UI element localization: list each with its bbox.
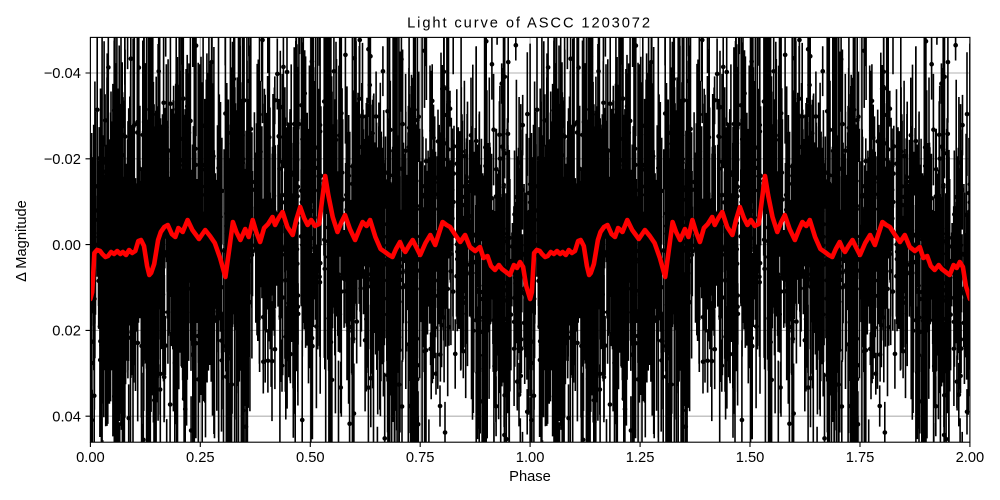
svg-text:0.04: 0.04 — [52, 409, 81, 425]
svg-text:0.02: 0.02 — [52, 324, 81, 340]
svg-text:1.50: 1.50 — [736, 450, 765, 466]
svg-text:0.00: 0.00 — [52, 238, 81, 254]
svg-text:0.50: 0.50 — [296, 450, 325, 466]
svg-text:0.25: 0.25 — [186, 450, 215, 466]
svg-text:Phase: Phase — [509, 469, 551, 485]
svg-text:−0.02: −0.02 — [44, 152, 81, 168]
svg-text:1.00: 1.00 — [516, 450, 545, 466]
svg-text:−0.04: −0.04 — [44, 66, 81, 82]
svg-text:1.25: 1.25 — [626, 450, 655, 466]
svg-text:2.00: 2.00 — [956, 450, 985, 466]
svg-text:0.00: 0.00 — [76, 450, 105, 466]
svg-text:0.75: 0.75 — [406, 450, 435, 466]
svg-text:Light curve of ASCC 1203072: Light curve of ASCC 1203072 — [407, 15, 652, 31]
svg-text:1.75: 1.75 — [846, 450, 875, 466]
svg-text:Δ Magnitude: Δ Magnitude — [14, 200, 30, 282]
